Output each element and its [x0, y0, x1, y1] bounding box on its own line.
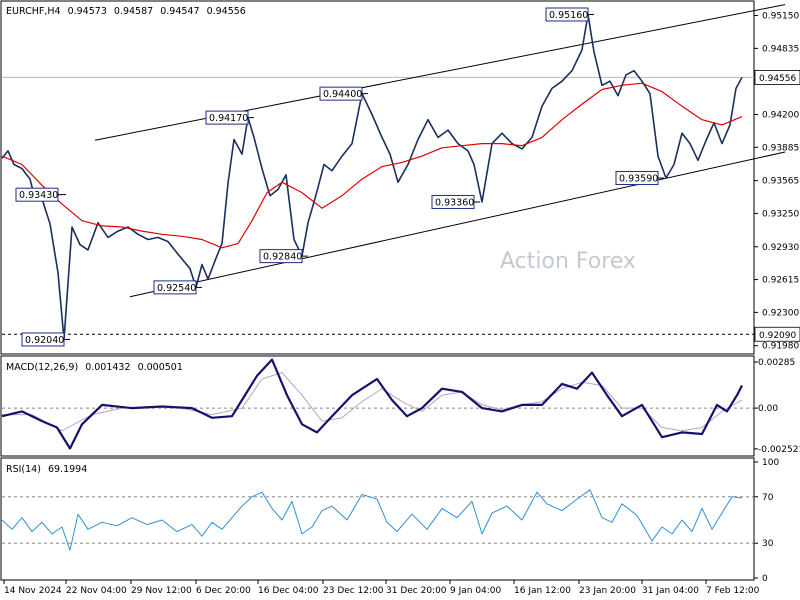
annotation-label: 0.92540: [157, 283, 196, 294]
macd-panel-frame: [0, 355, 755, 457]
rsi-tick-label: 0: [762, 574, 768, 584]
annotation-box: [15, 187, 59, 202]
time-tick-label: 9 Jan 04:00: [450, 586, 502, 596]
ohlc-low: 0.94547: [160, 6, 199, 17]
price-tick-label: 0.92615: [762, 276, 799, 286]
annotation-label: 0.93360: [435, 197, 474, 208]
annotation-box: [615, 171, 659, 186]
time-tick-label: 23 Jan 20:00: [579, 586, 636, 596]
ma-line: [1, 82, 743, 249]
annotation-label: 0.94400: [323, 89, 362, 100]
price-tick-label: 0.93250: [762, 209, 799, 219]
time-tick-label: 16 Dec 04:00: [258, 586, 319, 596]
annotation-label: 0.94170: [209, 113, 248, 124]
support-price-label: 0.92090: [759, 331, 796, 341]
macd-tick-label: -0.002521: [758, 445, 800, 455]
symbol-header: EURCHF,H4 0.94573 0.94587 0.94547 0.9455…: [6, 6, 246, 17]
rsi-label: RSI(14): [6, 464, 41, 475]
annotation-box: [431, 194, 475, 209]
macd-tick-label: 0.00: [758, 404, 778, 414]
time-tick-label: 31 Dec 20:00: [386, 586, 447, 596]
annotation-box: [259, 249, 303, 264]
rsi-tick-label: 100: [762, 458, 779, 468]
annotation-label: 0.92840: [263, 252, 302, 263]
price-tick-label: 0.94200: [762, 110, 799, 120]
annotation-label: 0.93430: [19, 190, 58, 201]
macd-signal-value: 0.000501: [138, 362, 183, 373]
rsi-header: RSI(14) 69.1994: [6, 464, 87, 475]
time-axis: 14 Nov 2024 22 Nov 04:00 29 Nov 12:00 6 Dec…: [3, 580, 760, 596]
price-tick-label: 0.92300: [762, 308, 799, 318]
rsi-tick-label: 30: [762, 539, 774, 549]
rsi-value: 69.1994: [48, 464, 87, 475]
macd-main-line: [1, 358, 743, 450]
time-tick-label: 22 Nov 04:00: [66, 586, 127, 596]
moving-average: [1, 82, 743, 249]
annotation-label: 0.92040: [25, 335, 64, 346]
rsi-axis: 100 70 30 0: [2, 458, 779, 584]
macd-header: MACD(12,26,9) 0.001432 0.000501: [6, 362, 183, 373]
annotation-box: [153, 280, 197, 295]
channel-lower-line: [129, 151, 786, 298]
annotation-box: [205, 110, 249, 125]
price-tick-label: 0.93565: [762, 177, 799, 187]
price-series: [1, 13, 743, 341]
annotation-label: 0.93590: [619, 174, 658, 185]
ohlc-open: 0.94573: [68, 6, 107, 17]
ohlc-close: 0.94556: [207, 6, 246, 17]
time-tick-label: 31 Jan 04:00: [642, 586, 699, 596]
price-tick-label: 0.92930: [762, 243, 799, 253]
rsi-line: [1, 489, 743, 551]
annotation-box: [319, 86, 363, 101]
current-price-label: 0.94556: [759, 74, 796, 84]
time-tick-label: 29 Nov 12:00: [131, 586, 192, 596]
macd-series: [1, 358, 743, 450]
price-tick-label: 0.91980: [762, 342, 799, 352]
time-tick-label: 16 Jan 12:00: [514, 586, 571, 596]
time-tick-label: 6 Dec 20:00: [196, 586, 251, 596]
price-panel-frame: [0, 0, 755, 355]
time-tick-label: 7 Feb 12:00: [706, 586, 760, 596]
annotation-box: [21, 332, 65, 347]
annotation-label: 0.95160: [549, 10, 588, 21]
price-tick-label: 0.93885: [762, 143, 799, 153]
rsi-series: [1, 489, 743, 551]
price-tick-label: 0.95150: [762, 12, 799, 22]
time-tick-label: 23 Dec 12:00: [323, 586, 384, 596]
price-line: [1, 13, 743, 341]
price-tick-label: 0.94835: [762, 44, 799, 54]
support-price-tag: [754, 326, 800, 342]
macd-value: 0.001432: [85, 362, 130, 373]
rsi-panel-frame: [0, 457, 755, 581]
price-annotations: 0.95160 0.94400 0.94170 0.93430 0.93360 0.935…: [15, 7, 664, 347]
macd-tick-label: 0.00285: [758, 358, 795, 368]
macd-label: MACD(12,26,9): [6, 362, 78, 373]
ohlc-high: 0.94587: [114, 6, 153, 17]
watermark: Action Forex: [500, 249, 636, 274]
symbol-label: EURCHF,H4: [6, 6, 61, 17]
rsi-tick-label: 70: [762, 493, 774, 503]
annotation-box: [545, 7, 589, 22]
time-tick-label: 14 Nov 2024: [4, 586, 62, 596]
current-price-tag: [754, 70, 800, 85]
price-axis: 0.95150 0.94835 0.94200 0.93885 0.93565 0.932…: [2, 12, 800, 352]
